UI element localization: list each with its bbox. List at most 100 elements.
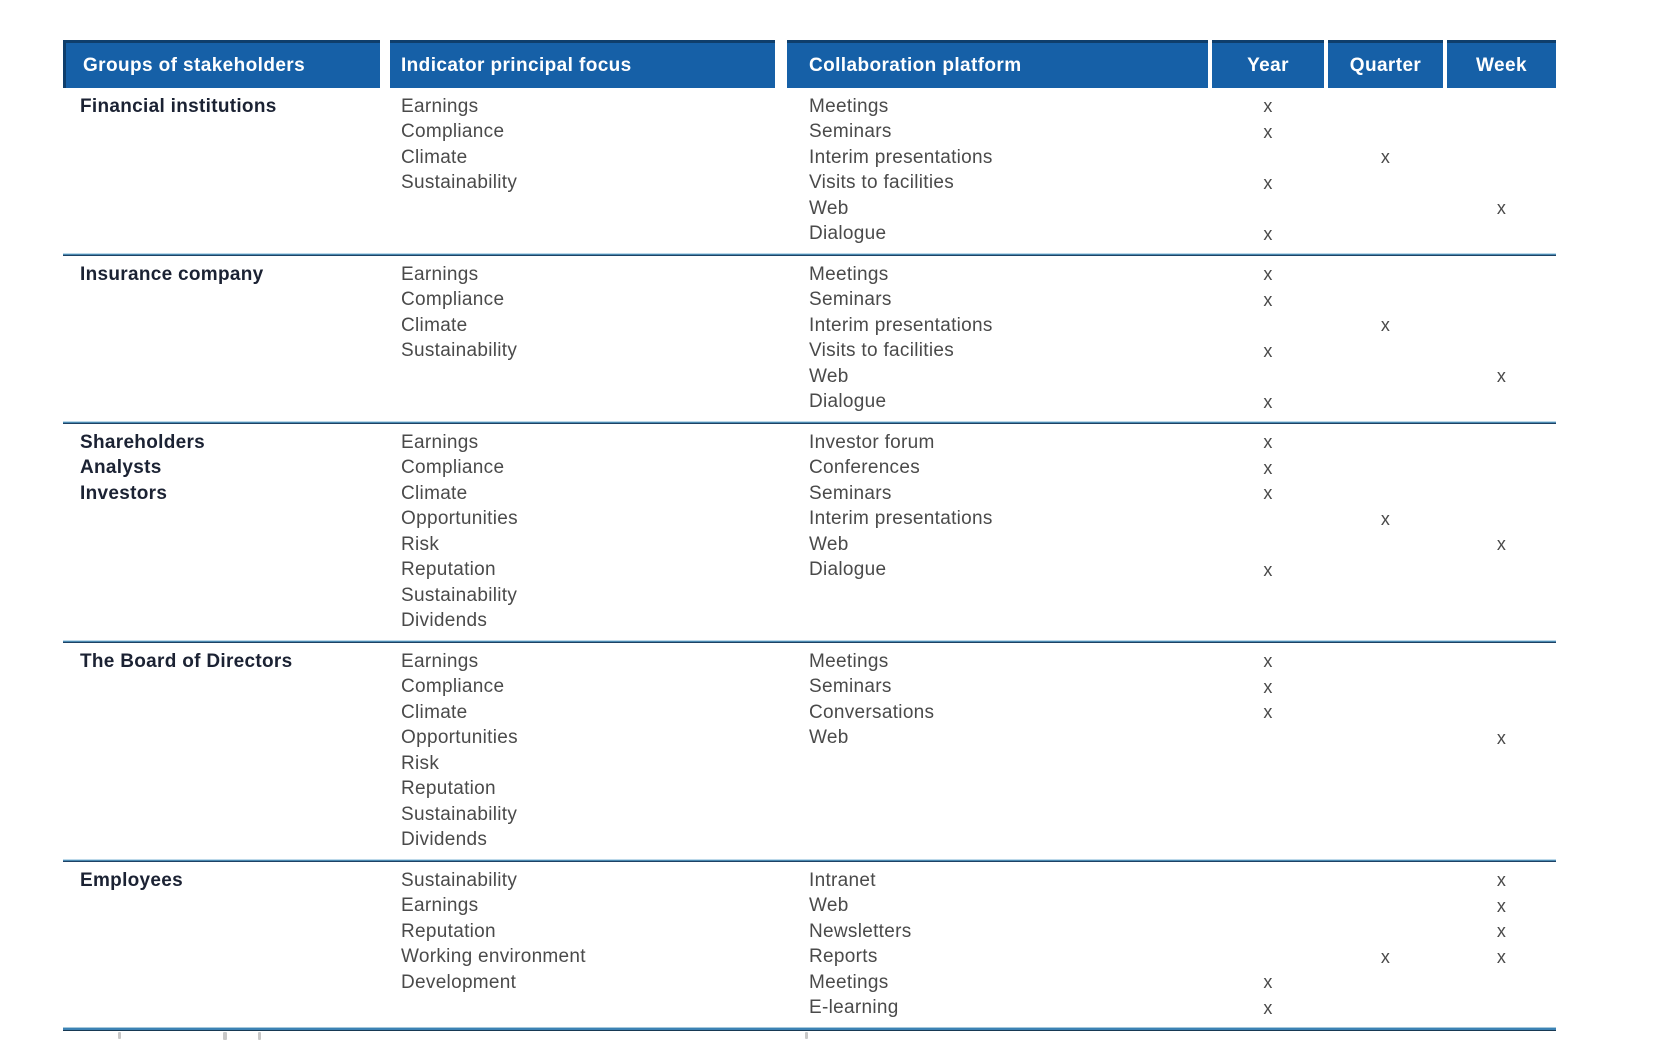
indicator-column: Earnings Compliance Climate Opportunities Ri… [390,430,775,634]
quarter-column: x [1328,868,1443,1021]
year-mark: x [1263,391,1273,412]
indicator-item: Climate [401,701,468,723]
platform-item: Seminars [809,289,892,311]
indicator-item: Sustainability [401,869,518,891]
week-mark [1447,675,1556,701]
group-column: Insurance company [63,262,380,415]
indicator-item: Risk [401,533,440,555]
table-bottom-rule [63,1027,1556,1031]
block-divider [63,640,1556,643]
platform-item: Meetings [809,971,889,993]
quarter-mark [1328,390,1443,416]
year-mark: x [1263,264,1273,285]
platform-item: E-learning [809,997,899,1019]
year-mark: x [1263,483,1273,504]
year-mark: x [1263,457,1273,478]
platform-item: Intranet [809,869,876,891]
platform-item: Dialogue [809,391,887,413]
group-name: Investors [80,482,168,504]
indicator-item: Sustainability [401,172,518,194]
quarter-mark [1328,288,1443,314]
week-mark [1447,145,1556,171]
platform-item: Meetings [809,95,889,117]
indicator-item: Earnings [401,431,479,453]
indicator-item: Reputation [401,559,496,581]
group-name: Analysts [80,457,162,479]
stakeholder-communication-table: Groups of stakeholders Indicator princip… [63,40,1556,1031]
indicator-item: Reputation [401,778,496,800]
group-column: Employees [63,868,380,1021]
quarter-mark [1328,456,1443,482]
indicator-item: Earnings [401,95,479,117]
quarter-column: x [1328,94,1443,247]
platform-item: Visits to facilities [809,340,955,362]
week-mark [1447,507,1556,533]
indicator-column: Sustainability Earnings Reputation Working … [390,868,775,1021]
platform-column: Investor forum Conferences Seminars Interim… [787,430,1208,634]
indicator-item: Climate [401,146,468,168]
platform-item: Conferences [809,457,921,479]
group-name: Shareholders [80,431,206,453]
platform-item: Investor forum [809,431,935,453]
platform-item: Interim presentations [809,314,993,336]
quarter-mark [1328,120,1443,146]
quarter-mark [1328,171,1443,197]
quarter-mark: x [1380,147,1391,168]
week-mark: x [1496,946,1507,967]
week-column: x [1447,262,1556,415]
indicator-item: Earnings [401,650,479,672]
column-header-indicator: Indicator principal focus [390,40,775,88]
indicator-item: Climate [401,314,468,336]
indicator-item: Development [401,971,517,993]
block-divider [63,421,1556,424]
week-mark: x [1496,198,1507,219]
indicator-item: Sustainability [401,803,518,825]
quarter-mark [1328,339,1443,365]
week-mark [1447,222,1556,248]
stakeholder-block: The Board of Directors Earnings Compliance… [63,643,1556,859]
indicator-item: Opportunities [401,508,518,530]
platform-item: Web [809,895,849,917]
quarter-mark [1328,481,1443,507]
year-mark: x [1263,702,1273,723]
platform-item: Web [809,727,849,749]
group-name: Employees [80,869,184,891]
quarter-mark [1328,970,1443,996]
platform-item: Web [809,197,849,219]
block-divider [63,253,1556,256]
indicator-item: Climate [401,482,468,504]
week-mark: x [1496,534,1507,555]
year-mark [1212,532,1324,558]
indicator-item: Dividends [401,829,488,851]
platform-item: Meetings [809,263,889,285]
group-column: Financial institutions [63,94,380,247]
indicator-item: Opportunities [401,727,518,749]
quarter-mark [1328,868,1443,894]
group-column: Shareholders Analysts Investors [63,430,380,634]
year-mark [1212,364,1324,390]
indicator-item: Working environment [401,946,586,968]
platform-item: Dialogue [809,559,887,581]
cutoff-glyph [223,1032,227,1040]
quarter-mark: x [1380,946,1391,967]
quarter-column: x [1328,430,1443,634]
indicator-item: Compliance [401,457,505,479]
week-mark [1447,339,1556,365]
quarter-mark [1328,364,1443,390]
year-mark [1212,868,1324,894]
year-mark: x [1263,972,1273,993]
platform-item: Dialogue [809,223,887,245]
group-name: Financial institutions [80,95,277,117]
platform-column: Meetings Seminars Conversations Web [787,649,1208,853]
platform-item: Reports [809,946,878,968]
week-mark [1447,456,1556,482]
quarter-mark [1328,894,1443,920]
week-mark [1447,996,1556,1022]
group-name: The Board of Directors [80,650,293,672]
year-mark [1212,313,1324,339]
week-mark [1447,171,1556,197]
